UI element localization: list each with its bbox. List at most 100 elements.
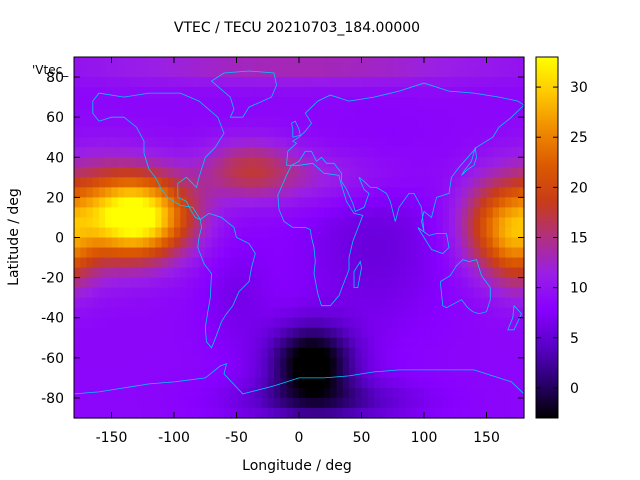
heatmap-cell <box>205 327 213 339</box>
heatmap-cell <box>230 147 238 158</box>
heatmap-cell <box>261 217 269 229</box>
heatmap-cell <box>74 187 81 198</box>
heatmap-cell <box>74 347 81 359</box>
heatmap-cell <box>424 297 431 309</box>
heatmap-cell <box>492 337 500 349</box>
heatmap-cell <box>342 137 350 148</box>
heatmap-cell <box>311 207 319 219</box>
heatmap-cell <box>167 297 175 309</box>
heatmap-cell <box>255 237 263 249</box>
heatmap-cell <box>367 67 375 78</box>
heatmap-cell <box>311 307 319 319</box>
heatmap-cell <box>505 177 513 188</box>
heatmap-cell <box>499 327 506 339</box>
heatmap-cell <box>455 357 463 369</box>
heatmap-cell <box>355 317 363 329</box>
heatmap-cell <box>299 407 306 419</box>
heatmap-cell <box>80 307 88 319</box>
heatmap-cell <box>355 147 363 158</box>
heatmap-cell <box>336 147 344 158</box>
heatmap-cell <box>199 267 206 279</box>
heatmap-cell <box>142 127 150 138</box>
heatmap-cell <box>261 157 269 168</box>
heatmap-cell <box>292 377 300 389</box>
heatmap-cell <box>461 327 469 339</box>
heatmap-cell <box>199 277 206 289</box>
heatmap-cell <box>361 347 369 359</box>
heatmap-cell <box>224 397 231 409</box>
heatmap-cell <box>117 147 125 158</box>
heatmap-cell <box>292 297 300 309</box>
heatmap-cell <box>486 197 494 209</box>
heatmap-cell <box>136 347 144 359</box>
heatmap-cell <box>124 337 131 349</box>
heatmap-cell <box>455 367 463 379</box>
heatmap-cell <box>392 207 400 219</box>
heatmap-cell <box>86 357 94 369</box>
heatmap-cell <box>399 57 406 68</box>
heatmap-cell <box>211 177 219 188</box>
heatmap-cell <box>492 97 500 108</box>
heatmap-cell <box>411 407 419 419</box>
heatmap-cell <box>399 97 406 108</box>
heatmap-cell <box>361 267 369 279</box>
heatmap-cell <box>374 227 381 239</box>
heatmap-cell <box>367 217 375 229</box>
heatmap-cell <box>392 127 400 138</box>
heatmap-cell <box>336 247 344 259</box>
heatmap-cell <box>480 67 488 78</box>
heatmap-cell <box>430 287 438 299</box>
heatmap-cell <box>480 77 488 88</box>
heatmap-cell <box>449 187 456 198</box>
heatmap-cell <box>374 247 381 259</box>
heatmap-cell <box>124 257 131 269</box>
heatmap-cell <box>430 217 438 229</box>
heatmap-cell <box>336 267 344 279</box>
heatmap-cell <box>317 387 325 399</box>
heatmap-cell <box>436 167 444 178</box>
heatmap-cell <box>486 137 494 148</box>
heatmap-cell <box>111 137 119 148</box>
heatmap-cell <box>192 377 200 389</box>
heatmap-cell <box>267 67 275 78</box>
heatmap-cell <box>355 297 363 309</box>
heatmap-cell <box>511 327 519 339</box>
heatmap-cell <box>505 347 513 359</box>
heatmap-cell <box>517 327 525 339</box>
heatmap-cell <box>155 147 163 158</box>
heatmap-cell <box>86 327 94 339</box>
heatmap-cell <box>174 367 181 379</box>
heatmap-cell <box>505 257 513 269</box>
heatmap-cell <box>224 387 231 399</box>
heatmap-cell <box>486 207 494 219</box>
heatmap-cell <box>424 127 431 138</box>
heatmap-cell <box>342 407 350 419</box>
heatmap-cell <box>486 147 494 158</box>
heatmap-cell <box>317 307 325 319</box>
heatmap-cell <box>186 257 194 269</box>
heatmap-cell <box>317 167 325 178</box>
heatmap-cell <box>367 227 375 239</box>
heatmap-cell <box>436 297 444 309</box>
heatmap-cell <box>486 67 494 78</box>
heatmap-cell <box>136 157 144 168</box>
heatmap-cell <box>442 337 450 349</box>
heatmap-cell <box>255 277 263 289</box>
heatmap-cell <box>167 257 175 269</box>
heatmap-cell <box>111 127 119 138</box>
heatmap-cell <box>111 387 119 399</box>
heatmap-cell <box>242 257 250 269</box>
heatmap-cell <box>280 217 288 229</box>
heatmap-cell <box>161 237 169 249</box>
heatmap-cell <box>417 397 425 409</box>
heatmap-cell <box>186 277 194 289</box>
heatmap-cell <box>424 397 431 409</box>
heatmap-cell <box>336 317 344 329</box>
heatmap-cell <box>217 227 225 239</box>
heatmap-cell <box>392 107 400 118</box>
heatmap-cell <box>80 227 88 239</box>
heatmap-cell <box>142 397 150 409</box>
heatmap-cell <box>467 137 475 148</box>
heatmap-cell <box>317 217 325 229</box>
